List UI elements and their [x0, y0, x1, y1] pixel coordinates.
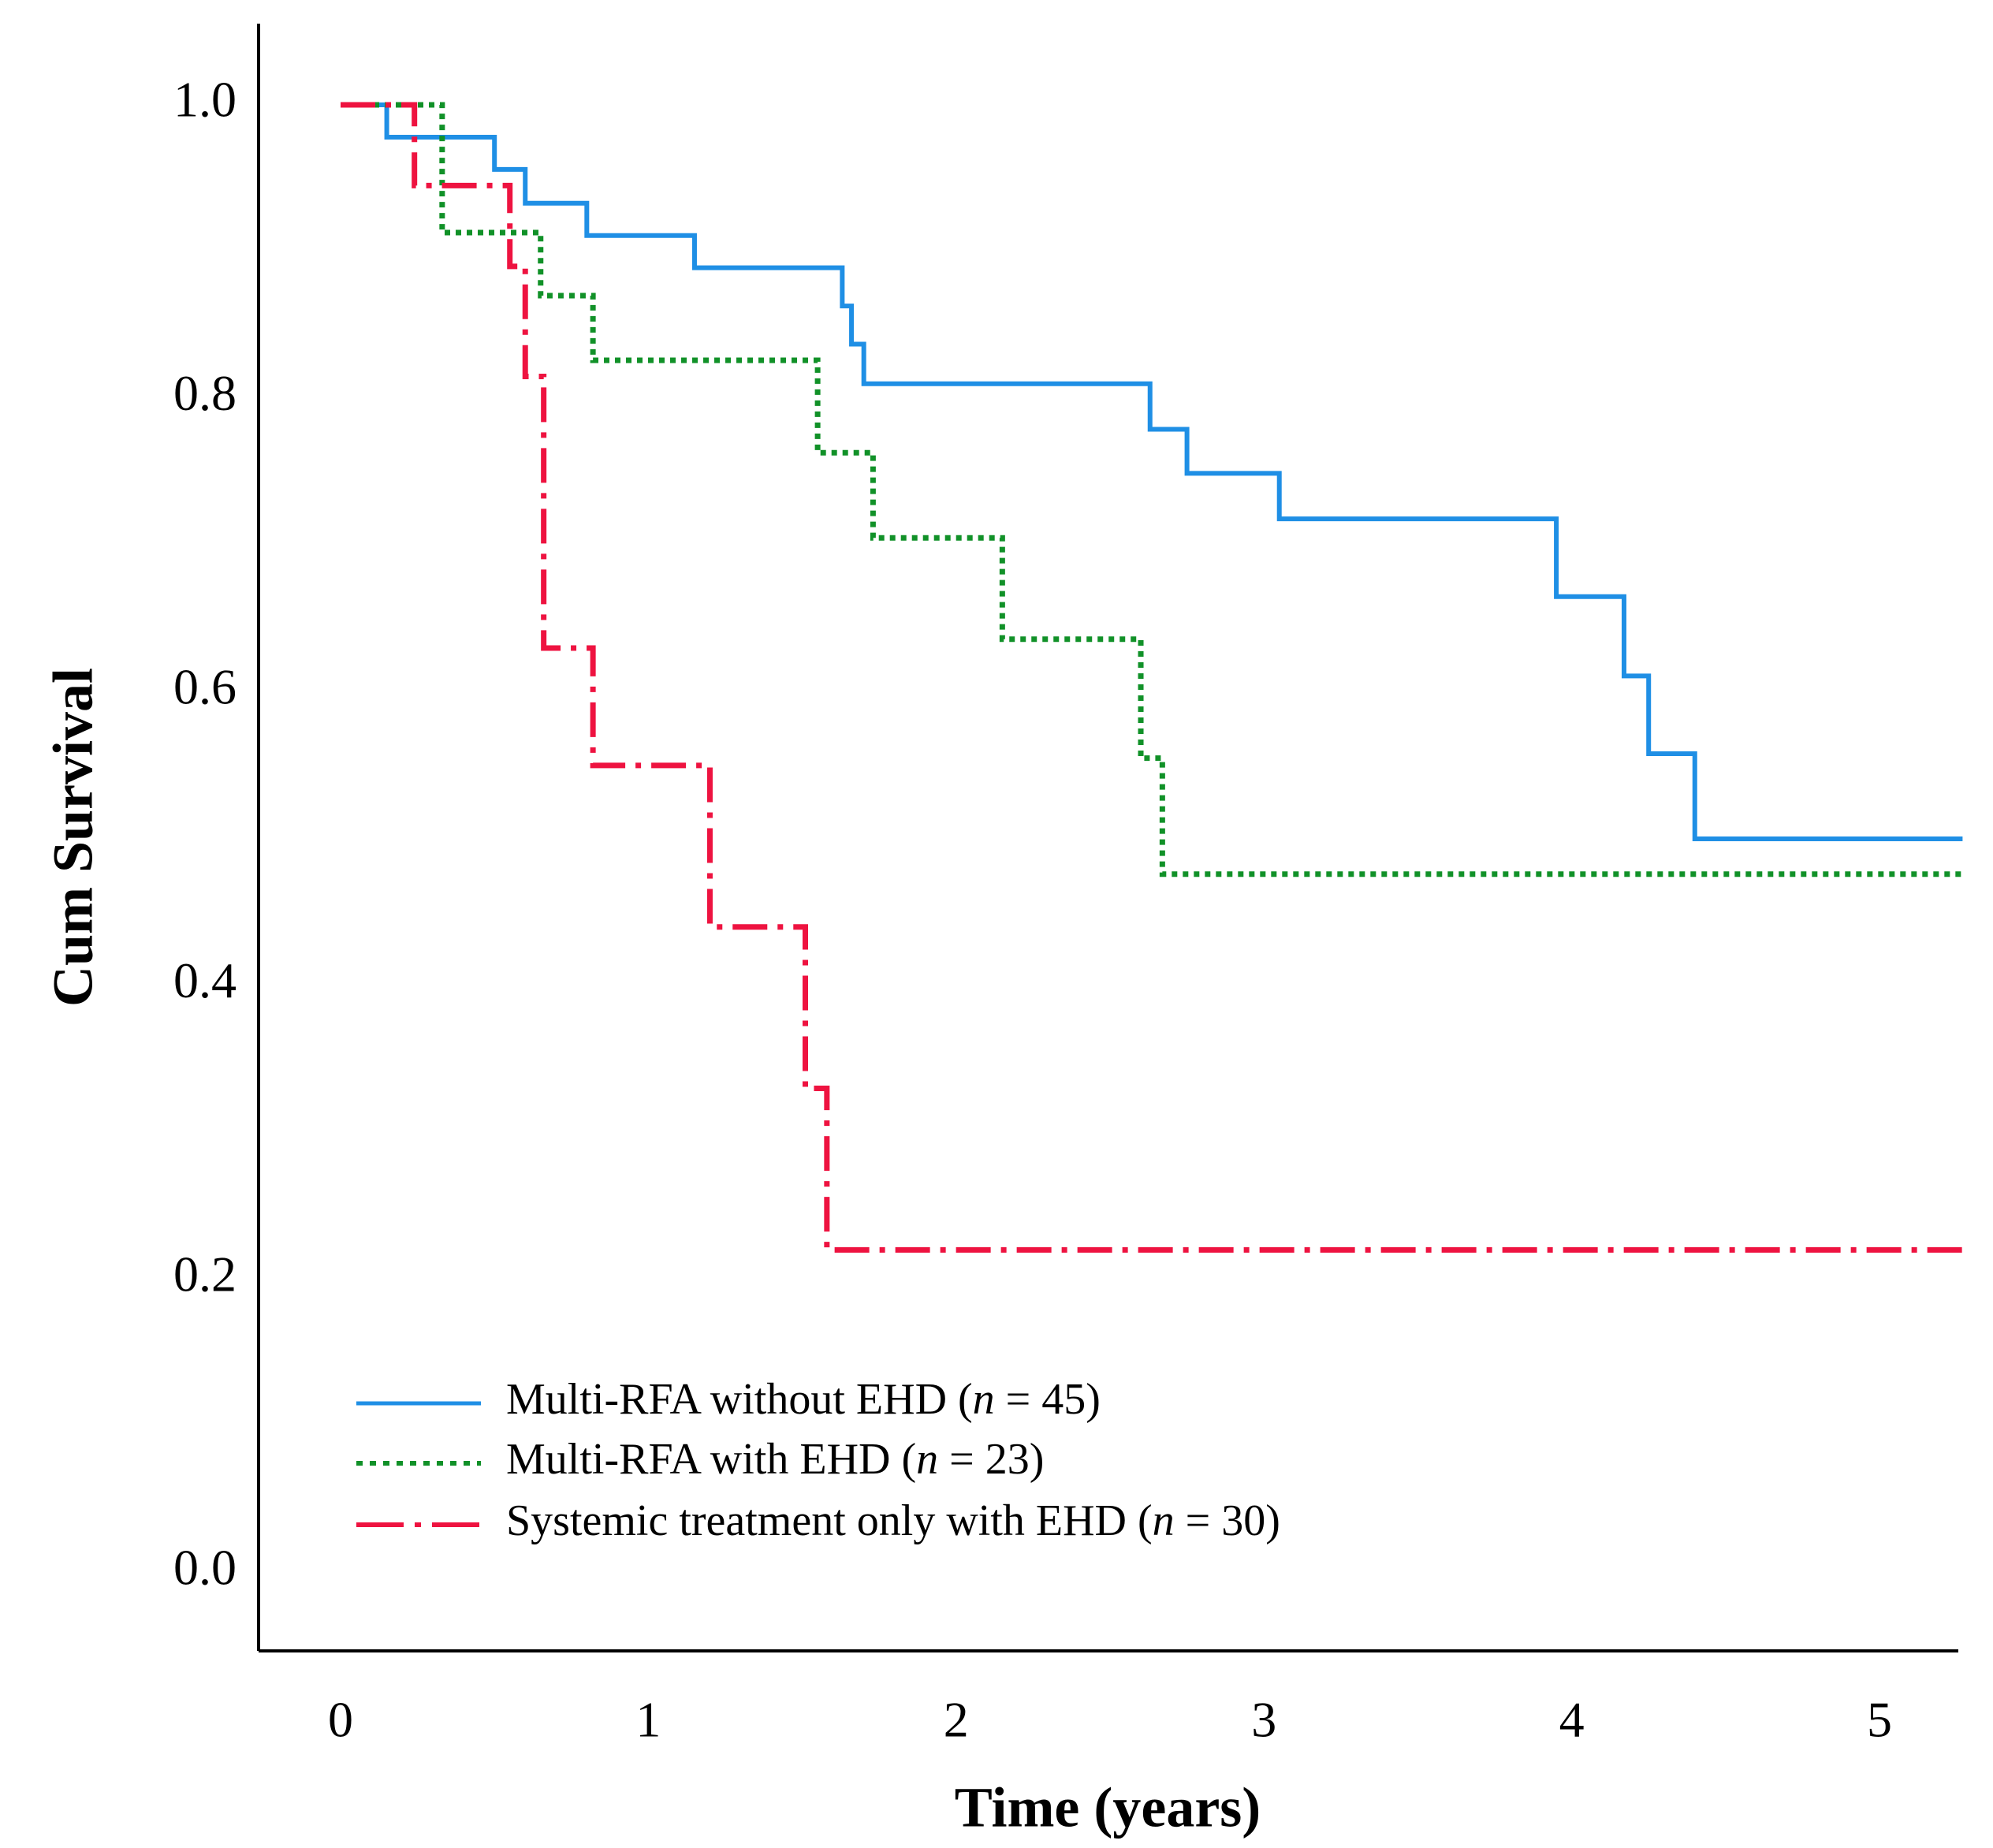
x-tick-label: 0: [328, 1692, 353, 1748]
legend-label-2: Multi-RFA with EHD (n = 23): [506, 1435, 1044, 1484]
x-tick-label: 1: [635, 1692, 661, 1748]
series-line-1: [341, 102, 1963, 841]
y-tick-label: 1.0: [173, 72, 237, 128]
y-tick-label: 0.8: [173, 365, 237, 421]
legend-label-1: Multi-RFA without EHD (n = 45): [506, 1375, 1101, 1424]
x-tick-label: 3: [1251, 1692, 1276, 1748]
x-axis-title: Time (years): [955, 1776, 1261, 1839]
x-tick-label: 2: [944, 1692, 969, 1748]
y-tick-label: 0.4: [173, 952, 237, 1008]
y-tick-label: 0.6: [173, 658, 237, 714]
x-tick-label: 5: [1867, 1692, 1892, 1748]
y-tick-label: 0.2: [173, 1246, 237, 1302]
x-tick-label: 4: [1559, 1692, 1585, 1748]
series-line-2: [341, 102, 1963, 877]
series-line-3: [341, 102, 1963, 1253]
y-tick-label: 0.0: [173, 1540, 237, 1596]
plot-area: 0.0 0.2 0.4 0.6 0.8 1.0 0 1 2 3 4 5 Time (years) Cum …: [42, 24, 1963, 1839]
y-axis-title: Cum Survival: [42, 668, 105, 1007]
legend-label-3: Systemic treatment only with EHD (n = 30…: [506, 1496, 1280, 1545]
